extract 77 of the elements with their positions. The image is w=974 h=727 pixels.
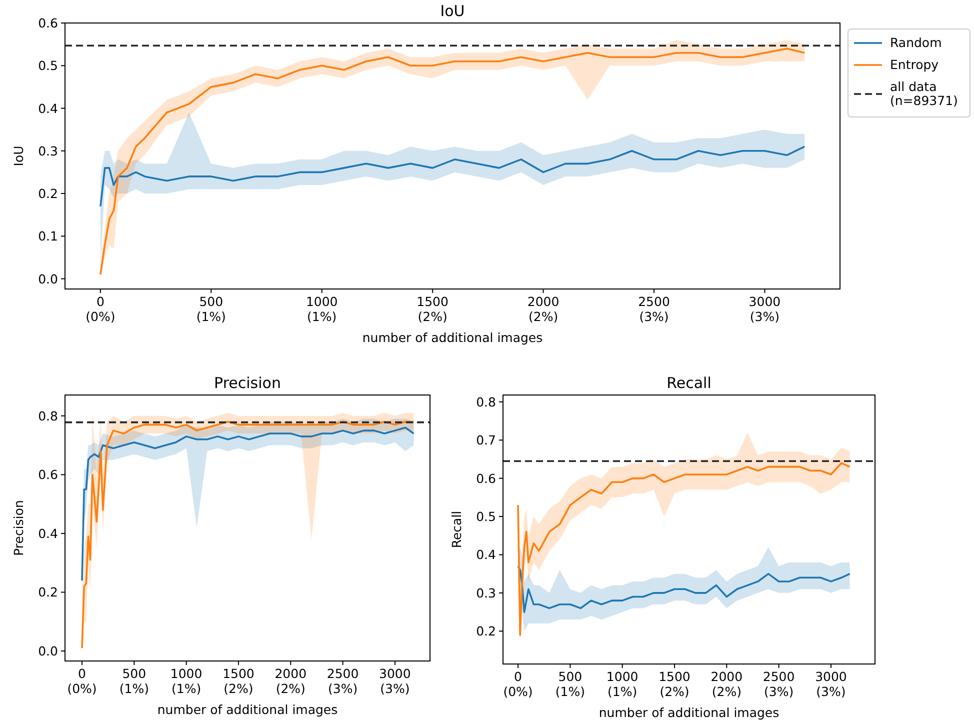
y-tick-label: 0.7 (476, 432, 496, 448)
chart-title: IoU (440, 2, 465, 20)
line-series (517, 462, 851, 636)
text: (2%) (660, 684, 690, 699)
legend-label: all data (n=89371) (890, 79, 958, 108)
x-tick-label: 2500 (638, 294, 670, 309)
text: (2%) (712, 684, 742, 699)
text: (2%) (276, 681, 306, 696)
y-tick-label: 0.8 (476, 394, 496, 410)
y-tick-label: 0.6 (38, 16, 58, 30)
x-axis-title: number of additional images (598, 705, 780, 720)
x-tick-label: 1500 (222, 666, 254, 681)
x-tick-label: 1000 (170, 666, 202, 681)
legend-label: Entropy (890, 57, 940, 72)
text: (3%) (639, 309, 669, 324)
y-tick-label: 0.6 (476, 470, 496, 486)
y-tick-label: 0.4 (476, 547, 496, 562)
text: (0%) (86, 309, 116, 324)
x-tick-label: 500 (558, 669, 582, 684)
text: (1%) (555, 684, 585, 699)
text: (1%) (608, 684, 638, 699)
x-tick-label: 2000 (274, 666, 307, 681)
x-tick-label: 1000 (606, 669, 638, 684)
line-series (517, 565, 851, 613)
y-axis-title: Precision (11, 500, 26, 556)
text: (0%) (503, 684, 533, 699)
text: (1%) (172, 681, 202, 696)
chart-title: Precision (214, 374, 281, 392)
text: (3%) (764, 684, 794, 699)
y-tick-label: 0.2 (38, 584, 58, 600)
text: (2%) (224, 681, 254, 696)
text: (1%) (307, 309, 337, 324)
text: (2%) (528, 309, 558, 324)
y-tick-label: 0.4 (38, 526, 58, 541)
line-series (100, 146, 806, 208)
text: (1%) (196, 309, 226, 324)
y-tick-label: 0.3 (38, 143, 58, 158)
x-tick-label: 500 (122, 666, 146, 681)
text: (2%) (418, 309, 448, 324)
y-tick-label: 0.4 (38, 100, 58, 116)
y-axis-title: Recall (449, 510, 464, 548)
x-tick-label: 3000 (815, 669, 847, 684)
x-tick-label: 1500 (416, 294, 449, 309)
x-axis-title: number of additional images (362, 330, 543, 345)
y-tick-label: 0.2 (476, 624, 496, 639)
text: (3%) (750, 309, 780, 324)
x-axis-title: number of additional images (157, 702, 338, 717)
text: (0%) (67, 681, 97, 696)
y-tick-label: 0.5 (38, 58, 58, 74)
x-tick-label: 0 (96, 294, 104, 309)
x-tick-label: 2500 (326, 666, 359, 681)
y-tick-label: 0.2 (38, 186, 58, 202)
line-series (81, 426, 415, 582)
x-tick-label: 1000 (306, 294, 338, 309)
x-tick-label: 2000 (710, 669, 743, 684)
text: (3%) (816, 684, 846, 699)
text: (3%) (328, 681, 358, 696)
y-tick-label: 0.0 (38, 644, 58, 659)
y-tick-label: 0.6 (38, 467, 58, 482)
y-tick-label: 0.8 (38, 408, 58, 424)
x-tick-label: 0 (78, 666, 86, 681)
x-tick-label: 3000 (748, 294, 781, 309)
text: (3%) (380, 681, 410, 696)
y-tick-label: 0.1 (38, 228, 58, 244)
x-tick-label: 2500 (762, 669, 795, 684)
legend-label: Random (890, 35, 942, 50)
y-tick-label: 0.3 (476, 585, 496, 600)
x-tick-label: 1500 (658, 669, 690, 684)
x-tick-label: 2000 (527, 294, 560, 309)
x-tick-label: 3000 (379, 666, 411, 681)
text: (1%) (119, 681, 149, 696)
y-tick-label: 0.0 (38, 271, 58, 286)
x-tick-label: 0 (514, 669, 522, 684)
x-tick-label: 500 (199, 294, 224, 309)
y-tick-label: 0.5 (476, 509, 496, 524)
chart-title: Recall (666, 374, 712, 392)
y-axis-title: IoU (11, 146, 26, 166)
